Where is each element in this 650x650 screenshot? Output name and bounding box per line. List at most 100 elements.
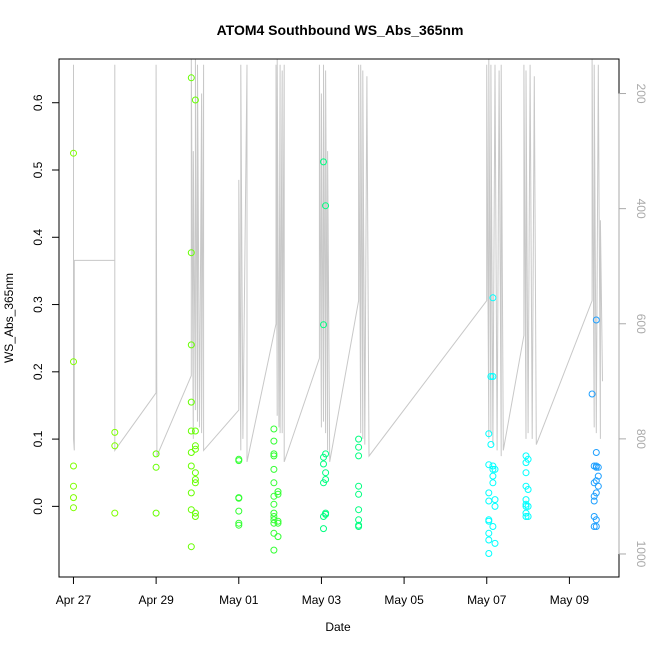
data-point (152, 450, 160, 458)
data-point (270, 500, 278, 508)
x-tick-label: Apr 27 (56, 593, 92, 607)
data-point (270, 450, 278, 458)
data-point (592, 449, 600, 456)
data-point (355, 523, 363, 530)
x-tick-label: May 07 (467, 593, 507, 607)
x-tick-label: May 09 (550, 593, 590, 607)
data-point (594, 482, 602, 490)
data-point (187, 341, 195, 349)
data-point (235, 494, 243, 502)
data-point (588, 390, 596, 398)
right-tick-label: 800 (634, 429, 648, 449)
data-point (522, 469, 530, 477)
data-point (235, 521, 243, 529)
data-point (187, 249, 195, 257)
data-point (522, 502, 530, 510)
data-point (489, 373, 497, 380)
x-tick-label: May 03 (302, 593, 342, 607)
data-point (320, 321, 327, 329)
data-point (590, 492, 598, 500)
data-point (187, 462, 195, 470)
data-point (187, 489, 195, 497)
x-axis: Apr 27 Apr 29 May 01 May 03 May 05 May 07 May … (56, 576, 590, 607)
data-point (70, 504, 77, 512)
data-point (187, 543, 195, 551)
data-point (187, 506, 195, 514)
data-point (191, 479, 199, 487)
data-point (485, 529, 493, 537)
data-point (355, 443, 363, 451)
right-tick-label: 200 (634, 84, 648, 104)
data-point (235, 457, 243, 465)
data-point (355, 482, 363, 490)
data-point (235, 507, 243, 515)
y-tick-label: 0.1 (31, 430, 45, 447)
data-point (270, 516, 278, 524)
data-point (191, 442, 199, 450)
data-point (491, 502, 499, 510)
data-point (355, 516, 363, 524)
data-point (489, 294, 497, 302)
data-point (355, 435, 363, 443)
chart-title: ATOM4 Southbound WS_Abs_365nm (217, 22, 464, 38)
data-point (152, 509, 160, 517)
data-point (111, 428, 119, 436)
right-tick-label: 600 (634, 314, 648, 334)
data-point (592, 489, 600, 497)
data-point (320, 460, 327, 468)
data-point (524, 486, 532, 493)
data-point (522, 496, 530, 504)
x-tick-label: Apr 29 (138, 593, 174, 607)
data-point (270, 437, 278, 445)
data-point (524, 513, 532, 520)
data-point (70, 149, 77, 157)
data-point (522, 452, 530, 460)
data-point (355, 506, 363, 514)
data-point (522, 500, 530, 508)
y-tick-label: 0.4 (31, 229, 45, 246)
data-point (320, 158, 327, 166)
data-point (489, 523, 497, 530)
data-point (270, 452, 278, 460)
data-point (594, 472, 602, 480)
data-point (491, 496, 499, 504)
y-tick-label: 0.0 (31, 498, 45, 515)
y-tick-label: 0.5 (31, 161, 45, 178)
data-point (274, 490, 282, 498)
data-point (70, 358, 77, 366)
x-axis-label: Date (325, 620, 351, 634)
data-point (491, 539, 499, 547)
right-tick-label: 400 (634, 199, 648, 219)
data-point (590, 479, 598, 487)
data-point (111, 509, 119, 517)
data-point (322, 510, 330, 518)
data-point (487, 373, 495, 380)
data-point (191, 96, 199, 104)
data-point (489, 462, 497, 470)
data-point (270, 509, 278, 517)
data-point (111, 442, 119, 450)
data-point (592, 516, 600, 524)
data-point (274, 488, 282, 496)
data-point (485, 550, 493, 557)
data-point (187, 398, 195, 406)
data-point (489, 472, 497, 480)
data-point (191, 476, 199, 483)
data-point (270, 546, 278, 554)
data-point (152, 463, 160, 471)
data-point (489, 479, 497, 487)
data-point (187, 449, 195, 456)
y-axis-label: WS_Abs_365nm (2, 273, 16, 363)
data-point (70, 462, 77, 470)
data-point (322, 469, 330, 477)
data-point (191, 513, 199, 520)
data-point (322, 450, 330, 458)
data-point (320, 513, 327, 520)
y-tick-label: 0.3 (31, 296, 45, 313)
data-point (524, 502, 532, 510)
data-point (590, 497, 598, 505)
data-point (270, 519, 278, 527)
data-point (270, 425, 278, 433)
data-point (522, 509, 530, 517)
